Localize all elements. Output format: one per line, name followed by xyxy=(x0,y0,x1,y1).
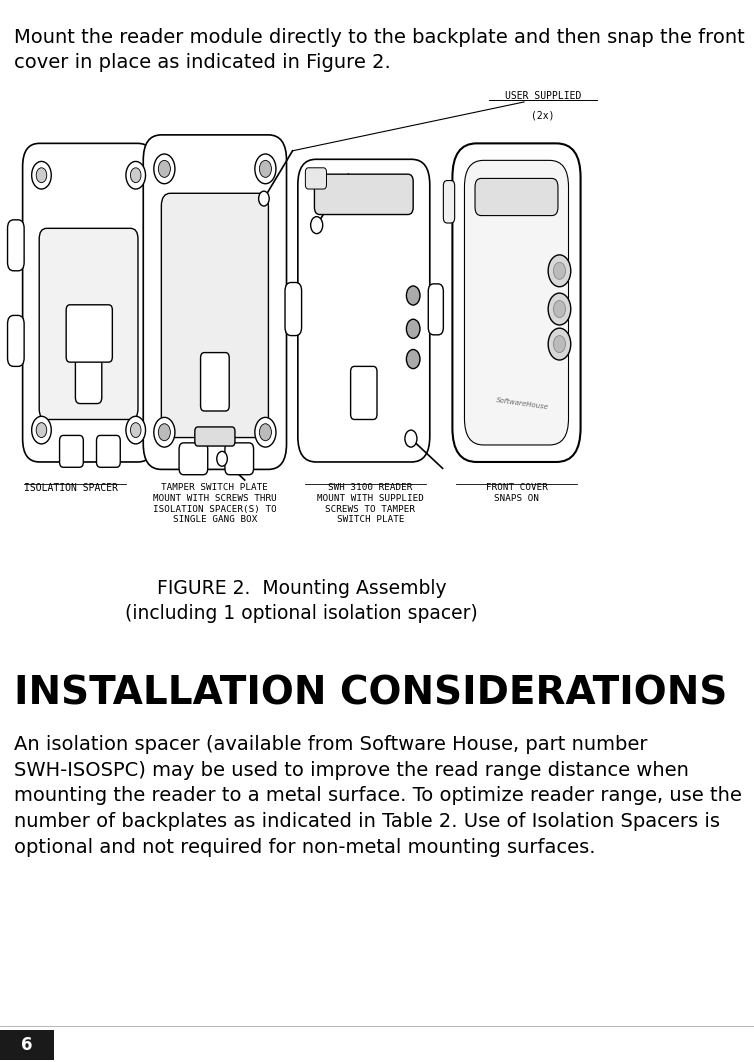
Circle shape xyxy=(259,160,271,177)
FancyBboxPatch shape xyxy=(195,427,235,446)
FancyBboxPatch shape xyxy=(8,220,24,271)
FancyBboxPatch shape xyxy=(23,143,155,462)
FancyBboxPatch shape xyxy=(464,160,569,445)
Circle shape xyxy=(406,320,420,339)
Circle shape xyxy=(553,262,566,279)
FancyBboxPatch shape xyxy=(351,366,377,419)
FancyBboxPatch shape xyxy=(285,282,302,336)
FancyBboxPatch shape xyxy=(66,305,112,362)
FancyBboxPatch shape xyxy=(143,135,287,469)
Circle shape xyxy=(259,424,271,441)
Text: ISOLATION SPACER: ISOLATION SPACER xyxy=(24,483,118,493)
Circle shape xyxy=(32,416,51,444)
Circle shape xyxy=(405,430,417,447)
FancyBboxPatch shape xyxy=(225,443,253,475)
Circle shape xyxy=(217,451,228,466)
Circle shape xyxy=(259,191,269,206)
Circle shape xyxy=(255,154,276,184)
Circle shape xyxy=(32,161,51,189)
Text: SoftwareHouse: SoftwareHouse xyxy=(496,397,550,410)
Text: An isolation spacer (available from Software House, part number
SWH-ISOSPC) may : An isolation spacer (available from Soft… xyxy=(14,735,741,857)
Circle shape xyxy=(126,416,146,444)
FancyBboxPatch shape xyxy=(443,181,455,223)
Circle shape xyxy=(126,161,146,189)
FancyBboxPatch shape xyxy=(201,353,229,411)
Text: (2x): (2x) xyxy=(531,110,555,120)
FancyBboxPatch shape xyxy=(39,228,138,419)
Circle shape xyxy=(311,217,323,234)
FancyBboxPatch shape xyxy=(475,178,558,216)
Bar xyxy=(0,1030,54,1060)
FancyBboxPatch shape xyxy=(452,143,581,462)
FancyBboxPatch shape xyxy=(314,174,413,215)
Circle shape xyxy=(158,424,170,441)
Circle shape xyxy=(130,423,141,438)
Text: USER SUPPLIED: USER SUPPLIED xyxy=(504,91,581,101)
Circle shape xyxy=(553,301,566,318)
Circle shape xyxy=(406,286,420,305)
FancyBboxPatch shape xyxy=(75,340,102,404)
FancyBboxPatch shape xyxy=(428,284,443,335)
Circle shape xyxy=(158,160,170,177)
Text: 6: 6 xyxy=(21,1037,33,1054)
FancyBboxPatch shape xyxy=(8,315,24,366)
Circle shape xyxy=(255,417,276,447)
Circle shape xyxy=(36,423,47,438)
Circle shape xyxy=(553,336,566,353)
FancyBboxPatch shape xyxy=(179,443,207,475)
Text: SWH 3100 READER
MOUNT WITH SUPPLIED
SCREWS TO TAMPER
SWITCH PLATE: SWH 3100 READER MOUNT WITH SUPPLIED SCRE… xyxy=(317,483,424,525)
Circle shape xyxy=(548,293,571,325)
FancyBboxPatch shape xyxy=(60,435,83,467)
Text: Mount the reader module directly to the backplate and then snap the front
cover : Mount the reader module directly to the … xyxy=(14,28,744,72)
Text: FRONT COVER
SNAPS ON: FRONT COVER SNAPS ON xyxy=(486,483,547,503)
FancyBboxPatch shape xyxy=(161,193,268,438)
Circle shape xyxy=(36,168,47,183)
FancyBboxPatch shape xyxy=(97,435,121,467)
Text: INSTALLATION CONSIDERATIONS: INSTALLATION CONSIDERATIONS xyxy=(14,674,727,713)
Text: FIGURE 2.  Mounting Assembly
(including 1 optional isolation spacer): FIGURE 2. Mounting Assembly (including 1… xyxy=(125,579,478,622)
FancyBboxPatch shape xyxy=(305,168,326,189)
FancyBboxPatch shape xyxy=(298,159,430,462)
Text: TAMPER SWITCH PLATE
MOUNT WITH SCREWS THRU
ISOLATION SPACER(S) TO
SINGLE GANG BO: TAMPER SWITCH PLATE MOUNT WITH SCREWS TH… xyxy=(153,483,277,525)
Circle shape xyxy=(548,328,571,360)
Circle shape xyxy=(406,349,420,369)
Circle shape xyxy=(130,168,141,183)
Circle shape xyxy=(154,417,175,447)
Circle shape xyxy=(154,154,175,184)
Circle shape xyxy=(548,255,571,287)
